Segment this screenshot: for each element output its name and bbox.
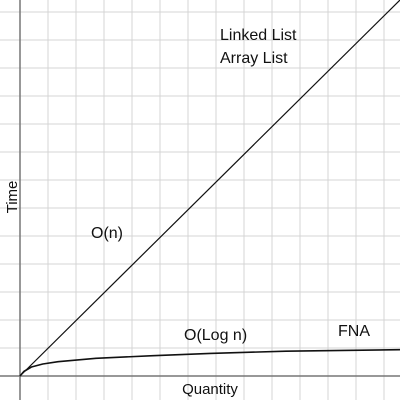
linked-list-label: Linked List bbox=[220, 27, 297, 44]
x-axis-label: Quantity bbox=[182, 381, 238, 398]
o-log-n-label: O(Log n) bbox=[184, 327, 247, 344]
series-line-o-n bbox=[19, 0, 400, 377]
o-n-label: O(n) bbox=[91, 225, 123, 242]
series-layer bbox=[19, 0, 400, 377]
array-list-label: Array List bbox=[220, 50, 288, 67]
y-axis-label: Time bbox=[4, 181, 21, 214]
fna-label: FNA bbox=[338, 323, 370, 340]
series-line-o-log-n bbox=[19, 348, 400, 377]
